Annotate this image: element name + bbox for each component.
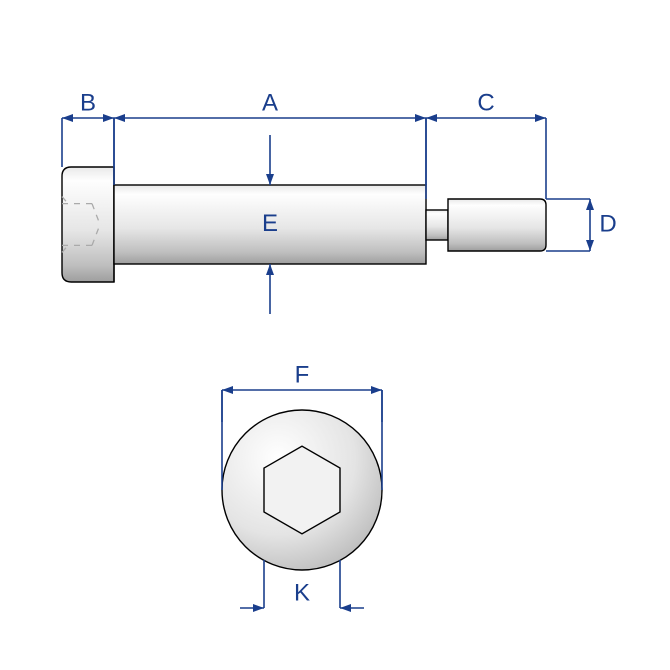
dim-label-B: B (80, 89, 96, 116)
shoulder-screw-side-view (62, 167, 546, 282)
dim-label-A: A (262, 89, 278, 116)
dim-label-F: F (295, 361, 310, 388)
dim-label-C: C (477, 89, 494, 116)
dim-label-K: K (294, 579, 310, 606)
dim-label-D: D (599, 210, 616, 237)
technical-drawing: A B C D E F K (0, 0, 670, 670)
shoulder-screw-head-top-view (222, 410, 382, 570)
dim-label-E: E (262, 210, 278, 237)
